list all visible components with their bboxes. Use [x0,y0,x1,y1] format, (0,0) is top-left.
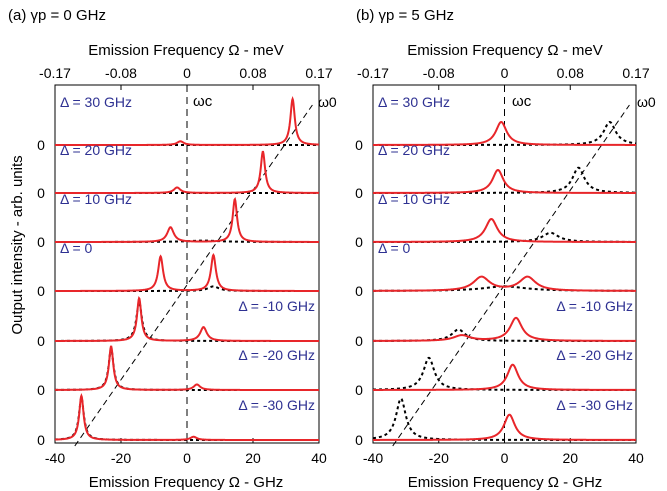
top-x-tick-label: 0 [501,65,509,81]
x-tick-label: 20 [562,450,578,466]
y-axis-label: Output intensity - arb. units [9,155,26,334]
panel-b-bottom-xlabel: Emission Frequency Ω - GHz [408,474,603,491]
x-tick-label: 20 [245,450,261,466]
red-curve [55,96,320,146]
red-curve [55,252,319,292]
top-x-tick-label: -0.08 [423,65,455,81]
baseline-zero-label: 0 [355,234,363,250]
red-curve [55,150,319,194]
baseline-zero-label: 0 [37,382,45,398]
baseline-zero-label: 0 [355,333,363,349]
baseline-zero-label: 0 [355,137,363,153]
omega-0-line [392,104,630,447]
detuning-label: Δ = -20 GHz [556,347,633,363]
detuning-label: Δ = -10 GHz [556,298,633,314]
baseline-zero-label: 0 [37,234,45,250]
top-x-tick-label: -0.08 [105,65,137,81]
detuning-label: Δ = -30 GHz [238,397,315,413]
baseline-zero-label: 0 [37,185,45,201]
top-x-tick-label: 0.08 [239,65,266,81]
panel-b-title: (b) γp = 5 GHz [356,7,454,24]
red-curve [373,168,636,194]
x-tick-label: -40 [363,450,383,466]
detuning-label: Δ = 20 GHz [378,142,450,158]
top-x-tick-label: 0.17 [305,65,332,81]
top-x-tick-label: -0.17 [357,65,389,81]
x-tick-label: 40 [628,450,644,466]
red-curve [373,316,636,342]
panel-a-omega-0: ω0 [318,94,337,110]
red-curve [55,345,319,391]
detuning-label: Δ = 0 [378,240,411,256]
panel-a-title: (a) γp = 0 GHz [8,7,106,24]
detuning-label: Δ = 0 [60,240,93,256]
detuning-label: Δ = -20 GHz [238,347,315,363]
x-tick-label: -20 [111,450,131,466]
x-tick-label: 0 [501,450,509,466]
panel-b: (b) γp = 5 GHz Emission Frequency Ω - me… [355,7,656,491]
baseline-zero-label: 0 [355,382,363,398]
x-tick-label: -20 [429,450,449,466]
panel-a: (a) γp = 0 GHz Emission Frequency Ω - me… [8,7,337,491]
x-tick-label: 0 [183,450,191,466]
detuning-label: Δ = 30 GHz [60,94,132,110]
x-tick-label: 40 [311,450,327,466]
red-curve [55,196,319,243]
detuning-label: Δ = 10 GHz [378,191,450,207]
detuning-label: Δ = 10 GHz [60,191,132,207]
top-x-tick-label: 0 [183,65,191,81]
panel-b-omega-0: ω0 [637,94,656,110]
red-curve [373,413,636,441]
baseline-zero-label: 0 [37,137,45,153]
panel-b-top-xlabel: Emission Frequency Ω - meV [407,42,602,59]
detuning-label: Δ = 30 GHz [378,94,450,110]
top-x-tick-label: 0.08 [557,65,584,81]
red-curve [373,217,636,243]
baseline-zero-label: 0 [37,283,45,299]
top-x-tick-label: 0.17 [622,65,649,81]
baseline-zero-label: 0 [355,185,363,201]
top-x-tick-label: -0.17 [39,65,71,81]
panel-a-bottom-xlabel: Emission Frequency Ω - GHz [89,474,284,491]
baseline-zero-label: 0 [355,432,363,448]
red-curve [55,295,319,342]
panel-a-top-xlabel: Emission Frequency Ω - meV [88,42,283,59]
baseline-zero-label: 0 [37,333,45,349]
detuning-label: Δ = 20 GHz [60,142,132,158]
panel-a-omega-c: ωc [193,93,213,110]
red-curve [54,392,319,441]
detuning-label: Δ = -10 GHz [238,298,315,314]
baseline-zero-label: 0 [355,283,363,299]
baseline-zero-label: 0 [37,432,45,448]
detuning-label: Δ = -30 GHz [556,397,633,413]
red-curve [373,121,636,146]
panel-b-omega-c: ωc [512,93,532,110]
x-tick-label: -40 [45,450,65,466]
red-curve [373,363,636,391]
red-curve [373,275,636,292]
